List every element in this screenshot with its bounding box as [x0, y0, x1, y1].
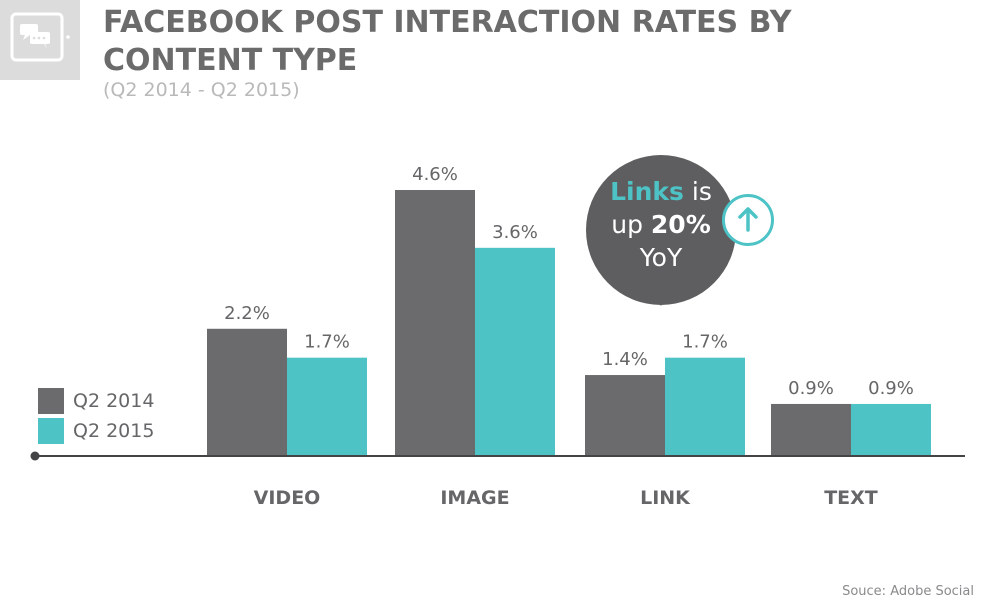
x-axis-origin-dot: [30, 451, 40, 461]
source-note: Souce: Adobe Social: [842, 584, 974, 599]
data-label-video-q2-2014: 2.2%: [224, 303, 270, 324]
category-label-image: IMAGE: [440, 487, 509, 509]
bar-link-q2-2014: [585, 375, 665, 456]
chat-bubbles-icon: [10, 12, 70, 62]
callout-line-1: Links is: [586, 175, 736, 208]
data-label-image-q2-2015: 3.6%: [492, 222, 538, 243]
category-label-text: TEXT: [824, 487, 878, 509]
bar-text-q2-2015: [851, 403, 931, 456]
bar-image-q2-2014: [395, 190, 475, 456]
legend-label-q2-2014: Q2 2014: [73, 390, 155, 412]
callout-bubble: Links is up 20% YoY: [586, 155, 736, 305]
legend-item-q2-2014: Q2 2014: [38, 386, 154, 416]
bar-image-q2-2015: [475, 247, 555, 456]
callout-line-2-prefix: up: [611, 210, 651, 239]
legend-swatch-q2-2015: [38, 418, 64, 444]
category-label-link: LINK: [640, 487, 691, 509]
legend-item-q2-2015: Q2 2015: [38, 416, 154, 446]
up-badge: [722, 194, 774, 246]
chart-title: FACEBOOK POST INTERACTION RATES BY CONTE…: [103, 5, 792, 78]
data-label-text-q2-2014: 0.9%: [788, 378, 834, 399]
header-icon-box: [0, 0, 80, 80]
legend: Q2 2014 Q2 2015: [38, 386, 154, 446]
bar-video-q2-2014: [207, 328, 287, 456]
data-label-link-q2-2014: 1.4%: [602, 349, 648, 370]
legend-label-q2-2015: Q2 2015: [73, 420, 155, 442]
bar-text-q2-2014: [771, 403, 851, 456]
category-label-video: VIDEO: [254, 487, 321, 509]
callout-text: Links is up 20% YoY: [586, 175, 736, 274]
legend-swatch-q2-2014: [38, 388, 64, 414]
data-label-video-q2-2015: 1.7%: [304, 332, 350, 353]
callout-percent: 20%: [650, 210, 711, 239]
bar-video-q2-2015: [287, 357, 367, 456]
callout-line-1-rest: is: [683, 177, 712, 206]
arrow-up-icon: [738, 207, 758, 232]
data-label-link-q2-2015: 1.7%: [682, 332, 728, 353]
callout-line-2: up 20%: [586, 208, 736, 241]
callout-line-3: YoY: [639, 243, 683, 272]
bar-link-q2-2015: [665, 357, 745, 456]
callout-highlight: Links: [610, 177, 684, 206]
chart-subtitle: (Q2 2014 - Q2 2015): [103, 79, 300, 101]
data-label-text-q2-2015: 0.9%: [868, 378, 914, 399]
data-label-image-q2-2014: 4.6%: [412, 164, 458, 185]
